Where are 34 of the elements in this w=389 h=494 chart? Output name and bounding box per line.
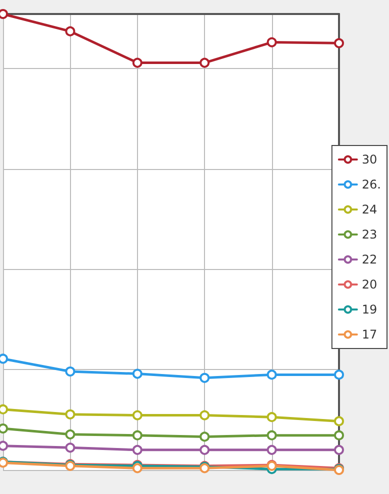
point [132,58,142,68]
point [200,432,210,442]
legend-label: 22 [362,252,378,266]
point [132,463,142,474]
point [334,370,344,380]
point [200,58,210,68]
point [334,38,344,48]
legend-label: 30 [362,152,378,166]
point [132,430,142,440]
point [266,370,277,380]
point [65,429,76,440]
legend-label: 20 [362,278,378,292]
point [132,410,142,420]
legend-label: 26. [362,178,382,192]
point [200,444,210,455]
point [200,372,210,383]
point [266,430,277,440]
legend-label: 23 [362,228,378,242]
point [132,444,142,455]
point [200,410,210,420]
point [65,409,76,420]
point [266,444,277,455]
point [334,444,344,455]
legend-label: 24 [362,202,378,216]
legend-label: 19 [362,302,378,316]
point [266,412,277,422]
point [132,368,142,379]
point [266,37,277,48]
point [65,442,76,453]
point [334,430,344,440]
point [334,416,344,426]
point [65,26,76,36]
legend-label: 17 [362,328,378,342]
point [65,366,76,376]
